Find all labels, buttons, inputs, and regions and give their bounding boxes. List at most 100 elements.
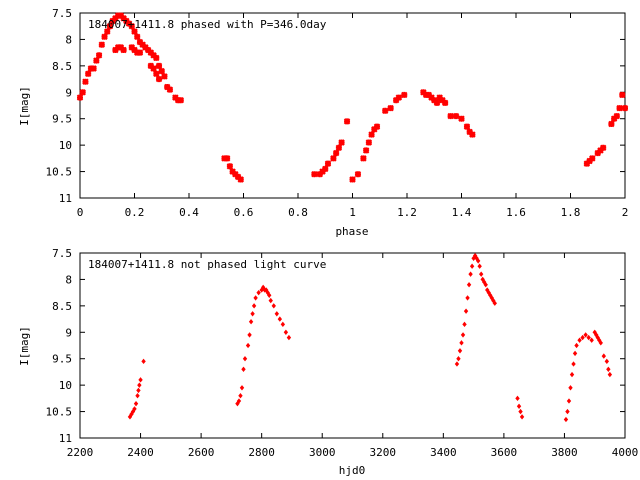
data-points [76, 12, 629, 183]
data-point [462, 321, 467, 328]
data-point [253, 295, 258, 301]
data-point [454, 361, 460, 367]
x-tick-label: 1.2 [397, 206, 417, 219]
data-point [469, 131, 476, 138]
y-tick-label: 8 [65, 273, 72, 286]
x-axis-title: phase [335, 225, 368, 238]
data-point [79, 89, 86, 96]
data-point [256, 289, 261, 296]
data-point [621, 104, 629, 112]
data-point [516, 403, 522, 409]
data-point [563, 416, 569, 423]
data-point [608, 120, 615, 128]
data-point [128, 23, 135, 30]
data-point [139, 41, 146, 48]
data-point [477, 263, 482, 269]
data-point [142, 44, 149, 51]
data-point [117, 12, 125, 19]
data-point [583, 160, 591, 167]
data-point [104, 28, 111, 35]
x-tick-label: 0.6 [234, 206, 254, 219]
data-point [76, 94, 84, 101]
data-point [565, 408, 570, 415]
data-point [468, 271, 473, 277]
data-point [572, 350, 578, 357]
data-point [387, 104, 394, 112]
data-point [138, 377, 143, 383]
x-tick-label: 3000 [309, 446, 336, 459]
data-point [368, 131, 375, 138]
x-axis-ticks: 0 0.2 0.4 0.6 0.8 1 1.2 1.4 1.6 1.8 2 [77, 13, 628, 219]
x-tick-label: 1.6 [506, 206, 526, 219]
data-point [135, 393, 140, 399]
data-point [597, 147, 604, 154]
data-point [515, 395, 520, 402]
data-point [106, 23, 114, 30]
data-point [155, 75, 163, 83]
y-axis-ticks: 7.5 8 8.5 9 9.5 10 10.5 11 [46, 247, 625, 445]
data-point [589, 155, 596, 162]
data-point [441, 99, 449, 107]
data-point [132, 406, 137, 412]
data-point [601, 353, 606, 359]
data-point [571, 361, 576, 367]
y-tick-label: 9.5 [52, 353, 72, 366]
data-point [274, 311, 279, 317]
x-tick-label: 0.2 [125, 206, 145, 219]
y-tick-label: 8.5 [52, 60, 72, 73]
data-point [268, 297, 273, 304]
data-point [362, 147, 370, 154]
data-point [619, 91, 626, 99]
y-tick-label: 9.5 [52, 113, 72, 126]
x-tick-label: 1 [349, 206, 356, 219]
data-point [459, 340, 464, 346]
data-point [569, 371, 575, 378]
data-point [150, 52, 157, 59]
data-point [136, 49, 144, 56]
x-tick-label: 1.4 [452, 206, 472, 219]
x-tick-label: 3600 [491, 446, 518, 459]
data-point [250, 311, 255, 317]
data-point [93, 57, 100, 64]
data-point [598, 340, 603, 346]
data-point [583, 332, 588, 338]
data-point [234, 173, 242, 181]
data-point [580, 334, 585, 341]
x-tick-label: 4000 [612, 446, 639, 459]
data-point [238, 393, 243, 399]
y-tick-label: 11 [59, 192, 72, 205]
data-point [90, 65, 97, 72]
data-point [101, 33, 108, 40]
data-point [428, 94, 435, 101]
y-tick-label: 9 [65, 326, 72, 339]
data-point [131, 46, 138, 54]
data-point [330, 155, 337, 162]
y-axis-title: I[mag] [18, 86, 31, 126]
data-point [141, 358, 146, 365]
data-point [84, 70, 92, 77]
data-point [120, 15, 127, 22]
x-tick-label: 0.8 [288, 206, 308, 219]
data-point [447, 112, 454, 120]
data-point [492, 300, 497, 306]
data-point [589, 337, 594, 343]
data-point [465, 295, 470, 301]
y-tick-label: 11 [59, 432, 72, 445]
data-point [436, 94, 443, 101]
chart-title: 184007+1411.8 phased with P=346.0day [88, 18, 327, 31]
y-tick-label: 7.5 [52, 247, 72, 260]
data-point [519, 414, 525, 420]
data-point [271, 303, 276, 309]
data-point [147, 49, 155, 56]
data-point [283, 329, 289, 335]
data-point [237, 176, 244, 183]
data-point [177, 97, 185, 104]
data-point [599, 144, 607, 151]
data-point [439, 97, 446, 104]
data-point [109, 17, 116, 25]
data-point [316, 171, 324, 178]
data-point [360, 155, 367, 162]
y-tick-label: 10.5 [46, 406, 73, 419]
data-point [616, 104, 623, 112]
